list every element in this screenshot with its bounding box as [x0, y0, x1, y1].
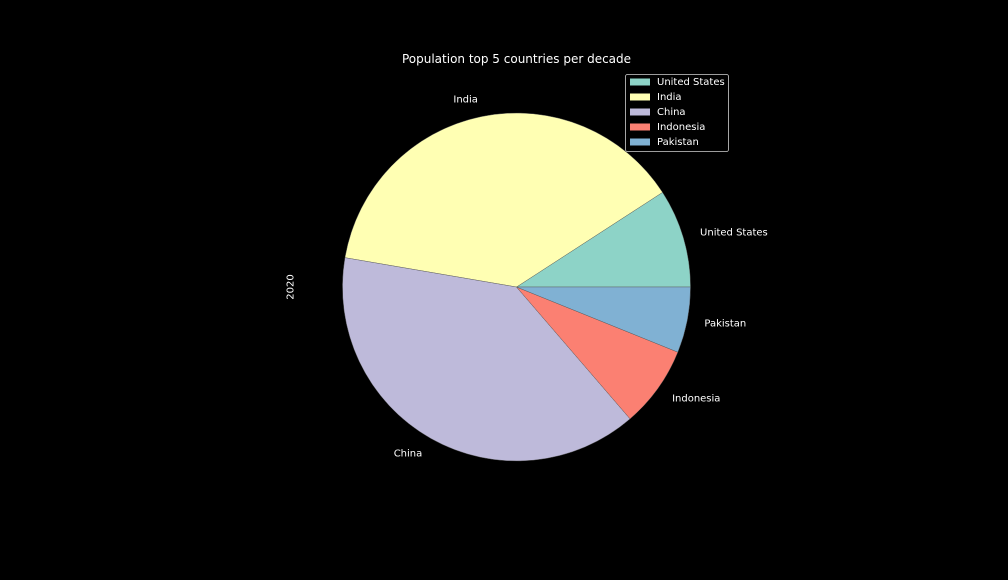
legend-frame — [625, 74, 729, 152]
legend-label-india: India — [657, 92, 682, 103]
pie-slice-china — [342, 257, 631, 462]
pie-slices — [342, 112, 691, 462]
legend-label-pakistan: Pakistan — [657, 137, 699, 148]
legend-label-united-states: United States — [657, 77, 725, 88]
pie-slice-india — [344, 112, 663, 288]
pie-slice-labels: United States India China Indonesia Pakistan — [394, 95, 768, 460]
legend-swatch-united-states — [630, 78, 650, 86]
legend-swatch-pakistan — [630, 138, 650, 146]
pie-slice-pakistan — [516, 286, 691, 353]
legend-items: United States India China Indonesia Pakistan — [630, 77, 725, 148]
slice-label-indonesia: Indonesia — [672, 394, 720, 405]
pie-slice-united-states — [515, 192, 691, 288]
legend-label-china: China — [657, 107, 686, 118]
legend-label-indonesia: Indonesia — [657, 122, 705, 133]
y-axis-label: 2020 — [286, 274, 297, 299]
legend-swatch-indonesia — [630, 123, 650, 131]
chart-title: Population top 5 countries per decade — [402, 52, 631, 66]
legend-swatch-china — [630, 108, 650, 116]
legend: United States India China Indonesia Pakistan — [625, 74, 729, 152]
slice-label-india: India — [453, 95, 478, 106]
slice-label-united-states: United States — [700, 228, 768, 239]
slice-label-china: China — [394, 449, 423, 460]
legend-swatch-india — [630, 93, 650, 101]
slice-label-pakistan: Pakistan — [704, 319, 746, 330]
